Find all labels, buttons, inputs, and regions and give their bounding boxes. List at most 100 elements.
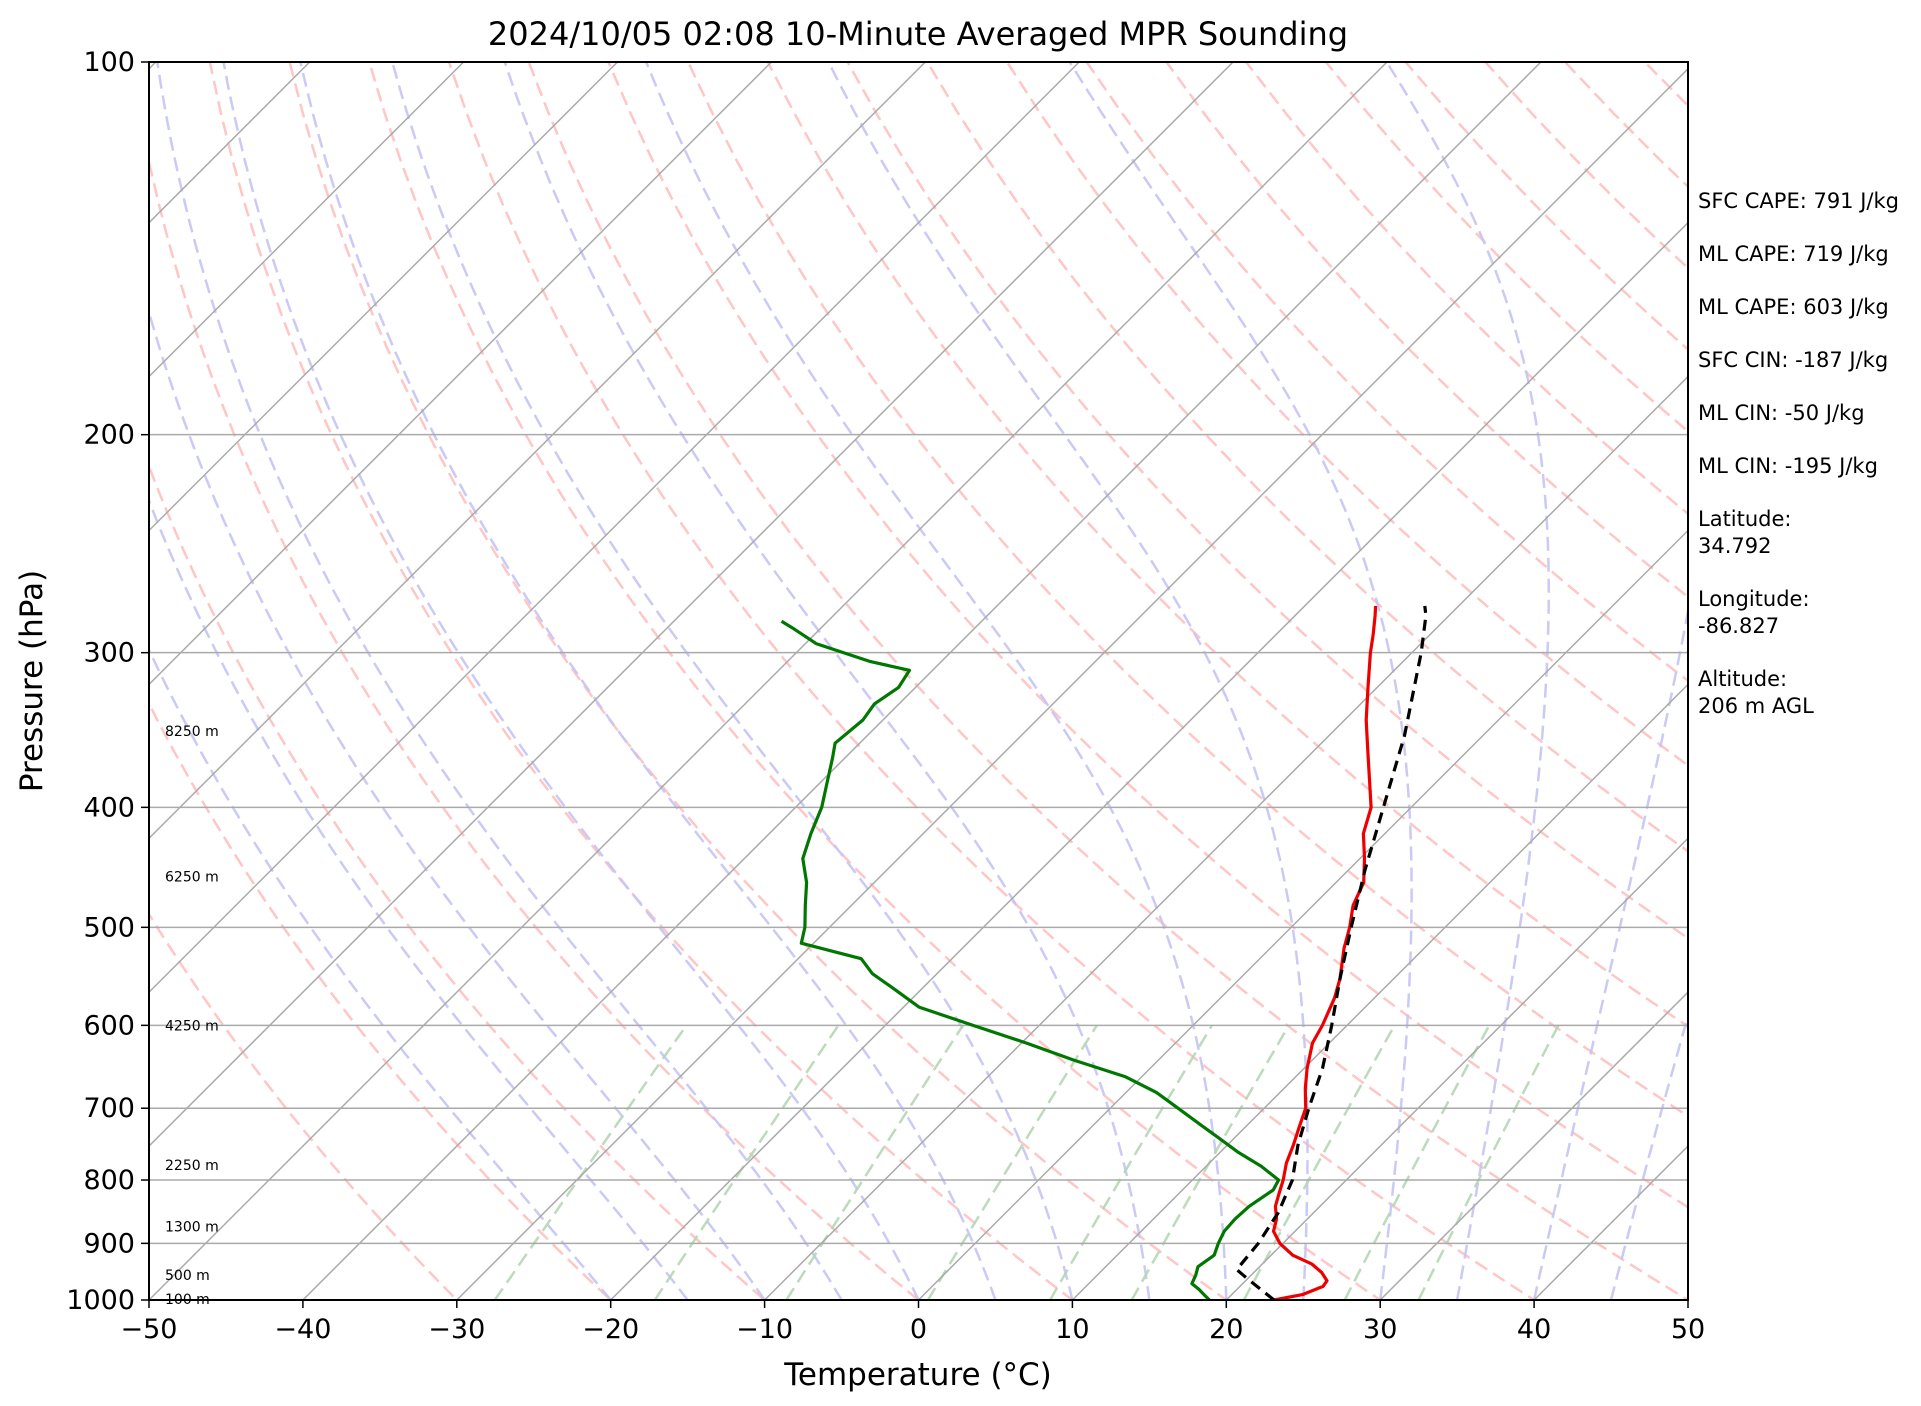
mixing-ratio-line [653, 1024, 840, 1300]
x-tick-label: 20 [1209, 1314, 1243, 1345]
ml-cape-stat: ML CAPE: 719 J/kg [1698, 242, 1889, 266]
isotherm [0, 62, 2, 1300]
moist-adiabat [645, 62, 1228, 1300]
height-label: 2250 m [165, 1158, 219, 1174]
isotherm [149, 62, 1234, 1148]
moist-adiabat [827, 62, 1309, 1300]
ml-cin-stat: ML CIN: -50 J/kg [1698, 401, 1865, 425]
x-axis-label: Temperature (°C) [783, 1357, 1052, 1393]
isotherm [149, 62, 465, 378]
isotherm [610, 221, 1688, 1300]
y-axis-label: Pressure (hPa) [14, 570, 50, 792]
y-axis-ticks: 100 200 300 400 500 600 700 800 900 1000 [66, 47, 149, 1316]
isotherm [456, 67, 1688, 1300]
x-tick-label: −40 [274, 1314, 331, 1345]
moist-adiabat [156, 62, 843, 1300]
dry-adiabat [607, 62, 1688, 1209]
mixing-ratio-line [493, 1024, 688, 1300]
moist-adiabat [1609, 1011, 1688, 1300]
stats-panel: SFC CAPE: 791 J/kg ML CAPE: 719 J/kg ML … [1698, 188, 1913, 746]
dry-adiabat [149, 463, 767, 1300]
parcel-line [1235, 605, 1428, 1300]
dry-adiabat [1085, 62, 1688, 683]
y-tick-label: 100 [83, 47, 135, 78]
x-tick-label: 0 [910, 1314, 927, 1345]
moist-adiabat [1385, 62, 1550, 1300]
dry-adiabat [149, 156, 921, 1300]
isotherm [302, 62, 1542, 1300]
y-tick-label: 500 [83, 912, 135, 943]
isotherm [917, 529, 1688, 1300]
isotherm [149, 62, 772, 686]
y-tick-label: 1000 [66, 1285, 135, 1316]
isotherm [149, 62, 1388, 1300]
isotherm [1225, 837, 1688, 1300]
y-tick-label: 200 [83, 420, 135, 451]
dewpoint-line [780, 619, 1281, 1300]
moist-adiabat [1068, 62, 1413, 1300]
sfc-cin-stat: SFC CIN: -187 J/kg [1698, 348, 1889, 372]
dry-adiabat [766, 62, 1688, 1029]
height-label: 1300 m [165, 1219, 219, 1235]
plot-frame [148, 61, 1689, 1301]
dry-adiabat [527, 62, 1688, 1300]
x-tick-label: −10 [736, 1314, 793, 1345]
x-tick-label: −20 [582, 1314, 639, 1345]
isotherm [149, 62, 926, 840]
height-label: 8250 m [165, 724, 219, 740]
x-axis-ticks: −50 −40 −30 −20 −10 0 10 20 30 40 50 [121, 1300, 1705, 1345]
altitude-stat: Altitude: 206 m AGL [1698, 667, 1814, 718]
x-tick-label: 10 [1055, 1314, 1089, 1345]
moist-adiabat [222, 62, 920, 1300]
mixing-ratio-line [926, 1024, 1098, 1300]
y-tick-label: 600 [83, 1010, 135, 1041]
sounding-series [780, 605, 1428, 1300]
sfc-cape-stat: SFC CAPE: 791 J/kg [1698, 189, 1899, 213]
moist-adiabat [391, 62, 1074, 1300]
moist-adiabat [503, 62, 1151, 1300]
background-lines [0, 62, 1688, 1300]
y-tick-label: 700 [83, 1093, 135, 1124]
latitude-stat: Latitude: 34.792 [1698, 507, 1792, 558]
dry-adiabat [288, 62, 1229, 1300]
moist-adiabat [299, 62, 997, 1300]
mixing-ratio-line [1417, 1024, 1560, 1300]
x-tick-label: 40 [1517, 1314, 1551, 1345]
chart-title: 2024/10/05 02:08 10-Minute Averaged MPR … [488, 15, 1348, 53]
isotherm [149, 62, 1080, 994]
y-tick-label: 400 [83, 792, 135, 823]
isotherm [764, 375, 1688, 1300]
mixing-ratio-line [785, 1024, 965, 1300]
isotherm [1071, 683, 1688, 1300]
ml-cape-stat-2: ML CAPE: 603 J/kg [1698, 295, 1889, 319]
dry-adiabat [1005, 62, 1688, 768]
x-tick-label: 50 [1671, 1314, 1705, 1345]
dry-adiabat [447, 62, 1537, 1300]
dry-adiabat [368, 62, 1383, 1300]
y-tick-label: 900 [83, 1228, 135, 1259]
moist-adiabat [149, 307, 766, 1300]
x-tick-label: −50 [121, 1314, 178, 1345]
dry-adiabat [149, 700, 613, 1300]
dry-adiabat [208, 62, 1075, 1300]
dry-adiabat [846, 62, 1688, 940]
ml-cin-stat-2: ML CIN: -195 J/kg [1698, 454, 1878, 478]
dry-adiabat [926, 62, 1688, 853]
moist-adiabat [149, 646, 612, 1300]
y-tick-label: 800 [83, 1165, 135, 1196]
height-label: 6250 m [165, 870, 219, 886]
longitude-stat: Longitude: -86.827 [1698, 587, 1810, 638]
x-tick-label: 30 [1363, 1314, 1397, 1345]
mixing-ratio-line [1343, 1024, 1491, 1300]
temperature-line [1271, 605, 1378, 1300]
moist-adiabat [149, 497, 689, 1300]
moist-adiabat [1532, 604, 1688, 1300]
x-tick-label: −30 [428, 1314, 485, 1345]
isotherm [149, 62, 619, 532]
y-tick-label: 300 [83, 638, 135, 669]
dry-adiabat [149, 911, 459, 1300]
height-label: 500 m [165, 1268, 210, 1284]
height-label: 4250 m [165, 1018, 219, 1034]
